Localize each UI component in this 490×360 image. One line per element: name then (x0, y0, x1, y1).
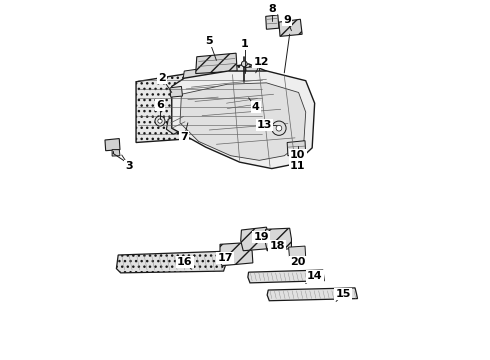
Text: 2: 2 (158, 73, 166, 83)
Text: 3: 3 (125, 161, 133, 171)
Text: 15: 15 (336, 289, 351, 299)
Polygon shape (223, 96, 267, 116)
Polygon shape (220, 243, 253, 266)
Text: 18: 18 (270, 241, 285, 251)
Text: 7: 7 (180, 132, 188, 142)
Text: 10: 10 (290, 150, 306, 160)
Polygon shape (287, 141, 306, 156)
Polygon shape (136, 64, 267, 143)
Text: 16: 16 (177, 257, 193, 267)
Text: 14: 14 (307, 271, 322, 282)
Text: 19: 19 (253, 232, 269, 242)
Polygon shape (180, 83, 306, 160)
Text: 1: 1 (241, 39, 249, 49)
Text: 20: 20 (290, 257, 306, 267)
Text: 9: 9 (283, 15, 291, 25)
Circle shape (276, 125, 282, 131)
Circle shape (242, 61, 247, 67)
Polygon shape (265, 228, 292, 251)
Polygon shape (179, 66, 222, 107)
Circle shape (158, 119, 162, 123)
Polygon shape (172, 71, 315, 168)
Text: 12: 12 (253, 57, 269, 67)
Text: 17: 17 (218, 253, 233, 263)
Polygon shape (279, 19, 302, 36)
Text: 6: 6 (156, 100, 164, 110)
Circle shape (272, 121, 286, 135)
Polygon shape (289, 246, 306, 259)
Polygon shape (170, 86, 182, 97)
Text: 11: 11 (290, 161, 306, 171)
Polygon shape (248, 270, 324, 283)
Polygon shape (105, 139, 120, 151)
Text: 5: 5 (205, 36, 213, 46)
Text: 13: 13 (257, 120, 272, 130)
Polygon shape (266, 15, 279, 29)
Text: 4: 4 (252, 102, 260, 112)
Polygon shape (245, 66, 260, 77)
Text: 8: 8 (268, 4, 276, 14)
Polygon shape (267, 288, 358, 301)
Polygon shape (112, 150, 120, 156)
Polygon shape (167, 112, 189, 134)
Polygon shape (241, 227, 270, 251)
Circle shape (155, 116, 165, 126)
Polygon shape (196, 53, 237, 73)
Polygon shape (117, 251, 225, 273)
